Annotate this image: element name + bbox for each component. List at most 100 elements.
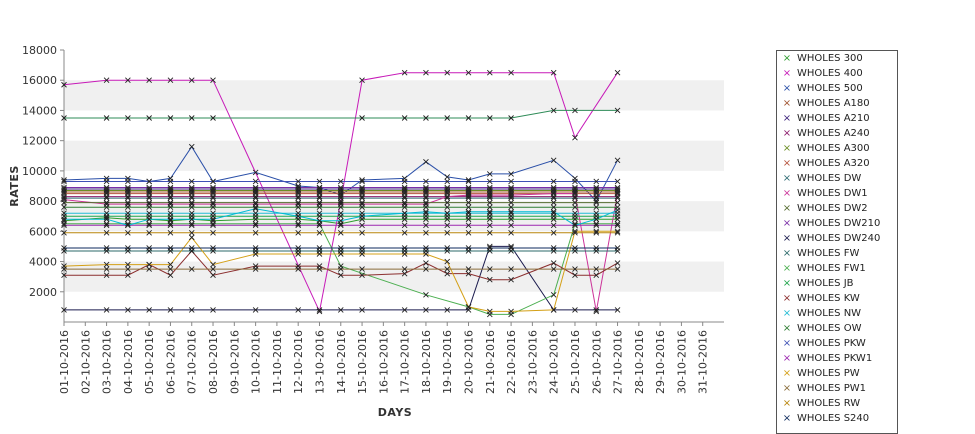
legend-item: × WHOLES DW: [777, 171, 897, 186]
data-point-marker: [210, 216, 216, 223]
data-point-marker: [188, 184, 195, 191]
data-point-marker: [550, 157, 557, 164]
data-point-marker: [572, 178, 578, 185]
data-point-marker: [210, 77, 216, 84]
data-point-marker: [125, 77, 131, 84]
data-point-marker: [295, 190, 302, 197]
data-point-marker: [508, 190, 514, 197]
legend-label: WHOLES PW1: [797, 383, 866, 394]
x-tick-label: 11-10-2016: [271, 330, 284, 394]
legend-item: × WHOLES DW210: [777, 216, 897, 231]
data-point-marker: [359, 190, 365, 197]
data-point-marker: [614, 230, 621, 236]
data-point-marker: [423, 159, 429, 165]
data-point-marker: [210, 266, 216, 272]
legend-marker-icon: ×: [782, 292, 792, 304]
data-point-marker: [188, 178, 195, 185]
data-point-marker: [444, 222, 451, 229]
legend-item: × WHOLES A210: [777, 111, 897, 126]
data-point-marker: [252, 307, 259, 313]
data-point-marker: [614, 69, 621, 76]
data-point-marker: [359, 251, 365, 257]
x-tick-label: 02-10-2016: [79, 330, 92, 394]
x-tick-label: 18-10-2016: [420, 330, 433, 394]
data-point-marker: [359, 186, 365, 192]
data-point-marker: [146, 184, 152, 191]
data-point-marker: [146, 178, 152, 185]
data-point-marker: [103, 214, 110, 221]
data-point-marker: [295, 204, 302, 210]
legend-label: WHOLES FW: [797, 248, 860, 259]
data-point-marker: [188, 216, 195, 223]
data-point-marker: [103, 230, 110, 236]
legend-marker-icon: ×: [782, 127, 792, 139]
data-point-marker: [125, 230, 131, 236]
legend-item: × WHOLES KW: [777, 291, 897, 306]
data-point-marker: [614, 260, 621, 266]
data-point-marker: [146, 245, 152, 251]
y-tick-label: 18000: [22, 44, 57, 57]
data-point-marker: [572, 230, 578, 236]
data-point-marker: [167, 195, 174, 201]
data-point-marker: [316, 186, 323, 192]
data-point-marker: [572, 199, 578, 206]
data-point-marker: [252, 220, 259, 227]
data-point-marker: [146, 195, 152, 201]
data-point-marker: [316, 217, 323, 224]
data-point-marker: [61, 245, 67, 251]
legend-marker-icon: ×: [782, 202, 792, 214]
data-point-marker: [486, 115, 493, 121]
data-point-marker: [359, 178, 365, 185]
data-point-marker: [210, 186, 216, 192]
data-point-marker: [423, 266, 429, 272]
data-point-marker: [252, 205, 259, 212]
data-point-marker: [444, 186, 451, 192]
legend-item: × WHOLES JB: [777, 276, 897, 291]
data-point-marker: [61, 272, 67, 278]
data-point-marker: [359, 272, 365, 278]
data-point-marker: [188, 210, 195, 217]
x-tick-label: 12-10-2016: [292, 330, 305, 394]
grid-band: [64, 140, 724, 171]
data-point-marker: [465, 115, 472, 121]
data-point-marker: [61, 220, 67, 227]
y-tick-label: 14000: [22, 104, 57, 117]
data-point-marker: [614, 107, 621, 114]
data-point-marker: [188, 186, 195, 192]
legend-label: WHOLES S240: [797, 413, 870, 424]
series-line: [64, 208, 618, 226]
data-point-marker: [508, 171, 514, 177]
data-point-marker: [550, 208, 557, 215]
data-point-marker: [572, 195, 578, 201]
x-tick-label: 07-10-2016: [186, 330, 199, 394]
x-tick-label: 27-10-2016: [612, 330, 625, 394]
legend-marker-icon: ×: [782, 67, 792, 79]
data-point-marker: [103, 220, 110, 227]
data-point-marker: [465, 245, 472, 251]
data-point-marker: [614, 266, 621, 272]
data-point-marker: [401, 307, 408, 313]
x-tick-label: 21-10-2016: [484, 330, 497, 394]
data-point-marker: [167, 216, 174, 223]
data-point-marker: [337, 272, 344, 278]
data-point-marker: [210, 184, 216, 191]
data-point-marker: [508, 192, 514, 198]
data-point-marker: [401, 184, 408, 191]
data-point-marker: [550, 186, 557, 192]
y-tick-label: 12000: [22, 135, 57, 148]
data-point-marker: [465, 69, 472, 76]
data-point-marker: [593, 245, 600, 251]
y-tick-label: 4000: [29, 256, 57, 269]
legend-item: × WHOLES 400: [777, 66, 897, 81]
data-point-marker: [614, 222, 621, 229]
data-point-marker: [550, 307, 557, 313]
data-point-marker: [252, 178, 259, 185]
data-point-marker: [486, 204, 493, 210]
data-point-marker: [423, 69, 429, 76]
x-axis-label: DAYS: [378, 406, 412, 419]
series-line: [63, 193, 618, 312]
data-point-marker: [486, 230, 493, 236]
data-point-marker: [252, 266, 259, 272]
data-point-marker: [252, 195, 259, 201]
data-point-marker: [167, 184, 174, 191]
